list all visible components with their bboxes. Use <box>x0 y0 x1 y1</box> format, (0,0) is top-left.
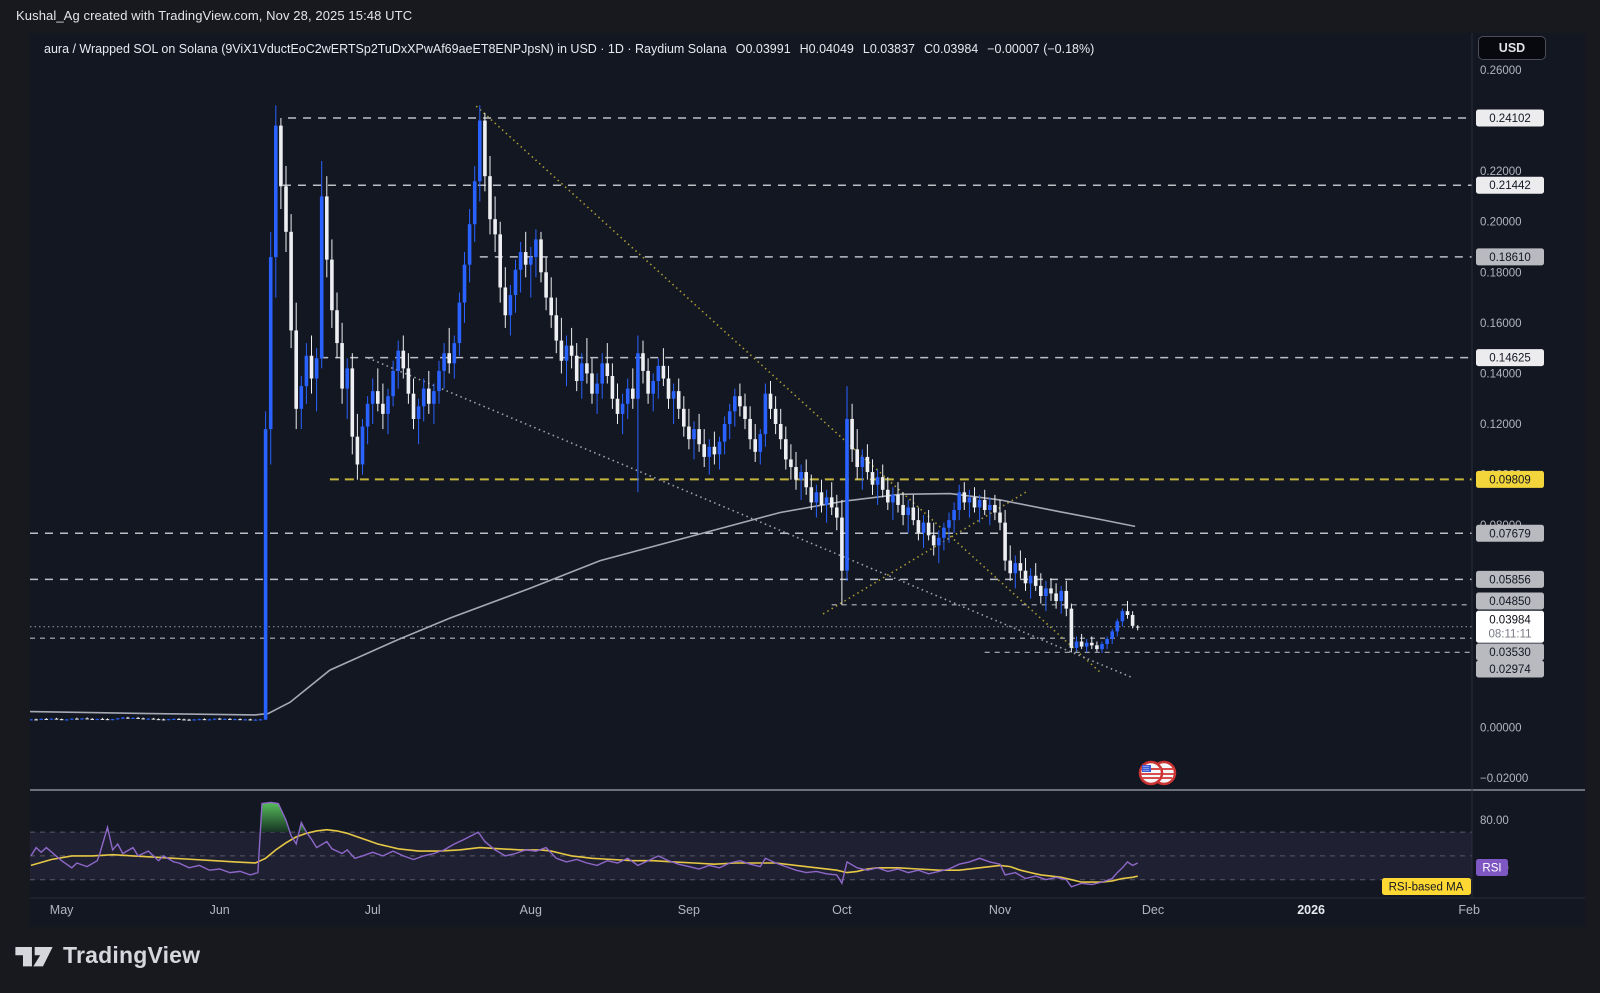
svg-text:08:11:11: 08:11:11 <box>1488 629 1531 641</box>
svg-text:80.00: 80.00 <box>1480 815 1509 827</box>
ohlc-change: −0.00007 (−0.18%) <box>987 42 1095 56</box>
svg-text:Dec: Dec <box>1142 903 1164 917</box>
chart-widget[interactable]: aura / Wrapped SOL on Solana (9ViX1Vduct… <box>30 33 1585 927</box>
price-axis[interactable]: 0.26000 0.22000 0.20000 0.18000 0.16000 0.140… <box>1382 65 1544 895</box>
svg-text:0.02974: 0.02974 <box>1489 664 1531 676</box>
price-pane[interactable] <box>30 105 1472 721</box>
svg-text:0.04850: 0.04850 <box>1489 596 1531 608</box>
attribution-text: Kushal_Ag created with TradingView.com, … <box>16 8 413 23</box>
svg-text:Feb: Feb <box>1458 903 1480 917</box>
ohlc-open: O0.03991 <box>735 42 791 56</box>
svg-text:RSI-based MA: RSI-based MA <box>1389 882 1464 894</box>
currency-toggle-button[interactable]: USD <box>1478 36 1546 60</box>
svg-text:0.26000: 0.26000 <box>1480 65 1522 77</box>
rsi-pane[interactable] <box>30 801 1472 888</box>
chart-canvas[interactable]: 0.26000 0.22000 0.20000 0.18000 0.16000 0.140… <box>30 33 1585 927</box>
svg-text:0.22000: 0.22000 <box>1480 166 1522 178</box>
svg-text:May: May <box>50 903 74 917</box>
svg-text:0.24102: 0.24102 <box>1489 113 1531 125</box>
svg-text:−0.02000: −0.02000 <box>1480 773 1528 785</box>
svg-text:Jul: Jul <box>365 903 381 917</box>
svg-text:0.07679: 0.07679 <box>1489 528 1531 540</box>
tradingview-logo-mark <box>15 946 53 966</box>
svg-text:0.16000: 0.16000 <box>1480 318 1522 330</box>
svg-text:Oct: Oct <box>832 903 852 917</box>
ohlc-high: H0.04049 <box>799 42 854 56</box>
symbol-title[interactable]: aura / Wrapped SOL on Solana (9ViX1Vduct… <box>44 42 727 56</box>
svg-text:0.05856: 0.05856 <box>1489 574 1531 586</box>
tradingview-logo-text: TradingView <box>63 942 201 968</box>
svg-text:Sep: Sep <box>678 903 700 917</box>
chart-legend[interactable]: aura / Wrapped SOL on Solana (9ViX1Vduct… <box>44 39 1094 59</box>
svg-text:Jun: Jun <box>210 903 230 917</box>
usd-flag-icon <box>1138 760 1177 786</box>
svg-text:RSI: RSI <box>1482 863 1501 875</box>
svg-text:0.14625: 0.14625 <box>1489 353 1531 365</box>
svg-text:0.09809: 0.09809 <box>1489 474 1531 486</box>
ohlc-close: C0.03984 <box>924 42 979 56</box>
svg-text:Nov: Nov <box>989 903 1012 917</box>
svg-text:2026: 2026 <box>1297 903 1325 917</box>
ohlc-low: L0.03837 <box>862 42 916 56</box>
svg-text:0.03530: 0.03530 <box>1489 647 1531 659</box>
svg-text:0.00000: 0.00000 <box>1480 723 1522 735</box>
svg-text:0.14000: 0.14000 <box>1480 368 1522 380</box>
svg-text:0.18000: 0.18000 <box>1480 267 1522 279</box>
svg-text:0.03984: 0.03984 <box>1489 615 1531 627</box>
time-axis[interactable]: May Jun Jul Aug Sep Oct Nov Dec 2026 Feb <box>50 903 1480 917</box>
svg-text:0.20000: 0.20000 <box>1480 217 1522 229</box>
tradingview-logo[interactable]: TradingView <box>14 942 200 969</box>
svg-text:0.21442: 0.21442 <box>1489 180 1531 192</box>
svg-text:0.12000: 0.12000 <box>1480 419 1522 431</box>
svg-text:Aug: Aug <box>520 903 542 917</box>
svg-text:0.18610: 0.18610 <box>1489 252 1531 264</box>
